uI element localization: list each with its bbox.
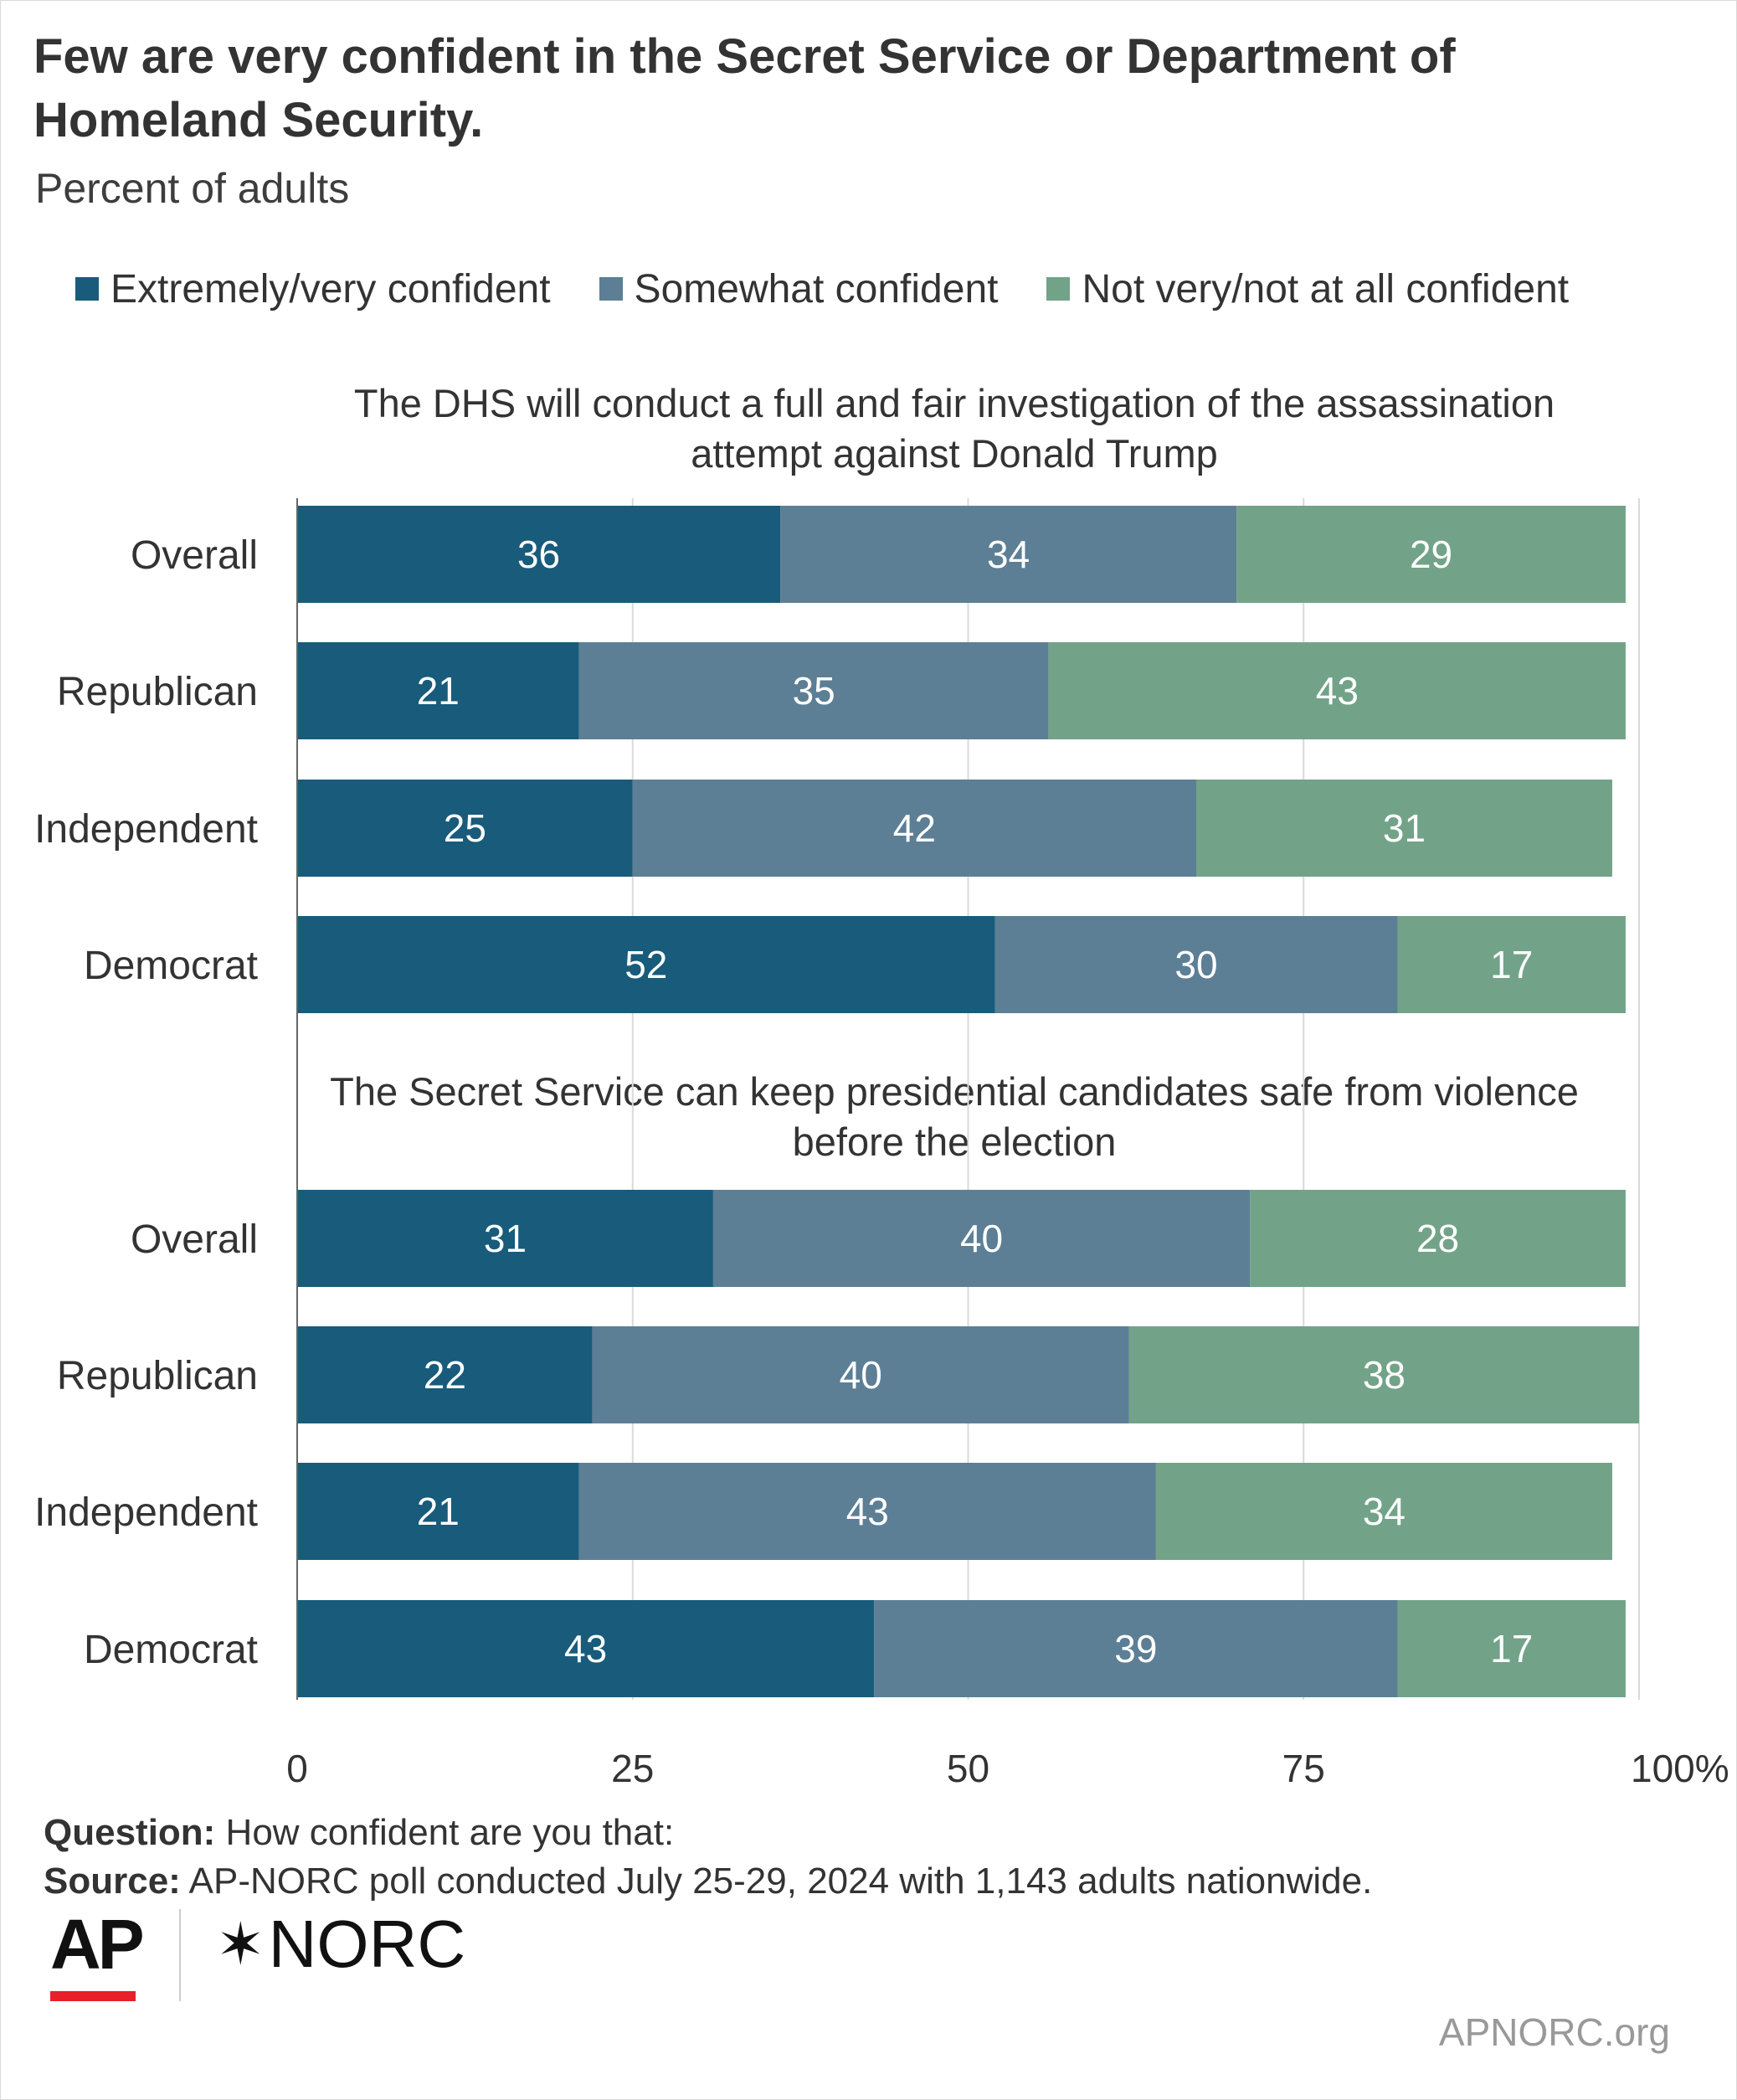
bar-segment-not-very-not-at-all-confident: [1048, 642, 1626, 739]
question-note: Question: How confident are you that:: [44, 1809, 1372, 1857]
data-label: 25: [444, 806, 486, 850]
norc-logo: ✶ NORC: [216, 1911, 465, 1978]
bar-segment-somewhat-confident: [592, 1326, 1129, 1423]
ap-logo: AP: [50, 1905, 145, 1984]
data-label: 40: [960, 1217, 1003, 1260]
legend-swatch-not-very: [1046, 277, 1071, 301]
data-label: 38: [1363, 1353, 1406, 1397]
bar-segment-not-very-not-at-all-confident: [1250, 1190, 1626, 1287]
x-tick-label: 50: [947, 1747, 989, 1790]
logo-divider: [179, 1909, 181, 2001]
data-label: 22: [424, 1353, 466, 1397]
bar-segment-somewhat-confident: [578, 642, 1049, 739]
source-text: AP-NORC poll conducted July 25-29, 2024 …: [180, 1861, 1373, 1902]
bar-segment-not-very-not-at-all-confident: [1236, 506, 1626, 603]
bar-segment-somewhat-confident: [994, 916, 1398, 1013]
category-label-overall: Overall: [131, 1217, 258, 1262]
bar-segment-extremely-very-confident: [297, 1463, 579, 1560]
norc-star-icon: ✶: [216, 1912, 265, 1977]
panel-title-secret-service: The Secret Service can keep presidential…: [330, 1069, 1579, 1164]
question-label: Question:: [44, 1812, 216, 1853]
bar-segment-extremely-very-confident: [297, 642, 579, 739]
bar-segment-somewhat-confident: [632, 780, 1197, 877]
legend-item-extremely-very: Extremely/very confident: [75, 266, 551, 312]
norc-logo-text: NORC: [268, 1907, 466, 1981]
x-tick-label: 75: [1282, 1747, 1325, 1790]
ap-logo-underline: [50, 1991, 136, 2001]
source-label: Source:: [44, 1861, 181, 1902]
data-label: 17: [1490, 1627, 1533, 1670]
bar-segment-not-very-not-at-all-confident: [1196, 780, 1612, 877]
legend-item-not-very: Not very/not at all confident: [1046, 266, 1569, 312]
bar-segment-extremely-very-confident: [297, 1190, 713, 1287]
chart-subtitle: Percent of adults: [35, 165, 350, 212]
question-text: How confident are you that:: [215, 1812, 675, 1853]
chart-title: Few are very confident in the Secret Ser…: [33, 29, 1456, 147]
data-label: 28: [1416, 1217, 1459, 1260]
data-label: 17: [1490, 943, 1533, 986]
category-label-democrat: Democrat: [84, 944, 258, 988]
data-label: 30: [1174, 943, 1217, 986]
bar-segment-somewhat-confident: [780, 506, 1237, 603]
x-tick-label: 100%: [1631, 1747, 1729, 1790]
data-label: 35: [793, 669, 835, 713]
bar-segment-extremely-very-confident: [297, 916, 995, 1013]
bar-segment-not-very-not-at-all-confident: [1397, 1600, 1626, 1697]
bar-segment-not-very-not-at-all-confident: [1397, 916, 1626, 1013]
panel-title-dhs: The DHS will conduct a full and fair inv…: [353, 381, 1555, 476]
legend-label-extremely-very: Extremely/very confident: [110, 266, 551, 311]
legend-item-somewhat: Somewhat confident: [599, 266, 999, 312]
legend-swatch-somewhat: [599, 277, 623, 301]
x-tick-label: 25: [611, 1747, 654, 1790]
stacked-bar-chart: 0 25 50 75 100% Overall 36 34 29 Republican 21 35 43…: [34, 498, 1729, 1790]
footer-notes: Question: How confident are you that: So…: [44, 1809, 1372, 1906]
category-label-republican: Republican: [57, 670, 258, 714]
legend-label-not-very: Not very/not at all confident: [1082, 266, 1570, 311]
category-label-democrat: Democrat: [84, 1628, 258, 1672]
bar-segment-extremely-very-confident: [297, 1600, 875, 1697]
bar-segment-extremely-very-confident: [297, 780, 633, 877]
data-label: 29: [1410, 533, 1452, 576]
category-label-independent: Independent: [34, 807, 258, 852]
bar-segment-not-very-not-at-all-confident: [1128, 1326, 1639, 1423]
data-label: 52: [624, 943, 667, 986]
category-label-republican: Republican: [57, 1354, 258, 1398]
data-label: 34: [1363, 1490, 1406, 1533]
legend: Extremely/very confident Somewhat confid…: [75, 264, 1617, 314]
category-label-independent: Independent: [34, 1490, 258, 1535]
bar-segment-extremely-very-confident: [297, 1326, 593, 1423]
data-label: 34: [987, 533, 1030, 576]
data-label: 43: [1316, 669, 1359, 713]
data-label: 39: [1114, 1627, 1157, 1670]
data-label: 42: [893, 806, 936, 850]
bar-segment-not-very-not-at-all-confident: [1155, 1463, 1612, 1560]
data-label: 21: [417, 669, 460, 713]
data-label: 31: [1383, 806, 1426, 850]
bar-segment-extremely-very-confident: [297, 506, 781, 603]
legend-swatch-extremely-very: [75, 277, 99, 301]
bar-segment-somewhat-confident: [874, 1600, 1398, 1697]
data-label: 21: [417, 1490, 460, 1533]
legend-label-somewhat: Somewhat confident: [634, 266, 999, 311]
bar-segment-somewhat-confident: [712, 1190, 1251, 1287]
category-label-overall: Overall: [131, 533, 258, 578]
site-url: APNORC.org: [1438, 2010, 1670, 2054]
data-label: 43: [564, 1627, 607, 1670]
data-label: 40: [840, 1353, 882, 1397]
x-tick-label: 0: [286, 1747, 308, 1790]
source-note: Source: AP-NORC poll conducted July 25-2…: [44, 1857, 1372, 1906]
bar-segment-somewhat-confident: [578, 1463, 1156, 1560]
data-label: 31: [484, 1217, 527, 1260]
data-label: 36: [517, 533, 560, 576]
data-label: 43: [846, 1490, 889, 1533]
